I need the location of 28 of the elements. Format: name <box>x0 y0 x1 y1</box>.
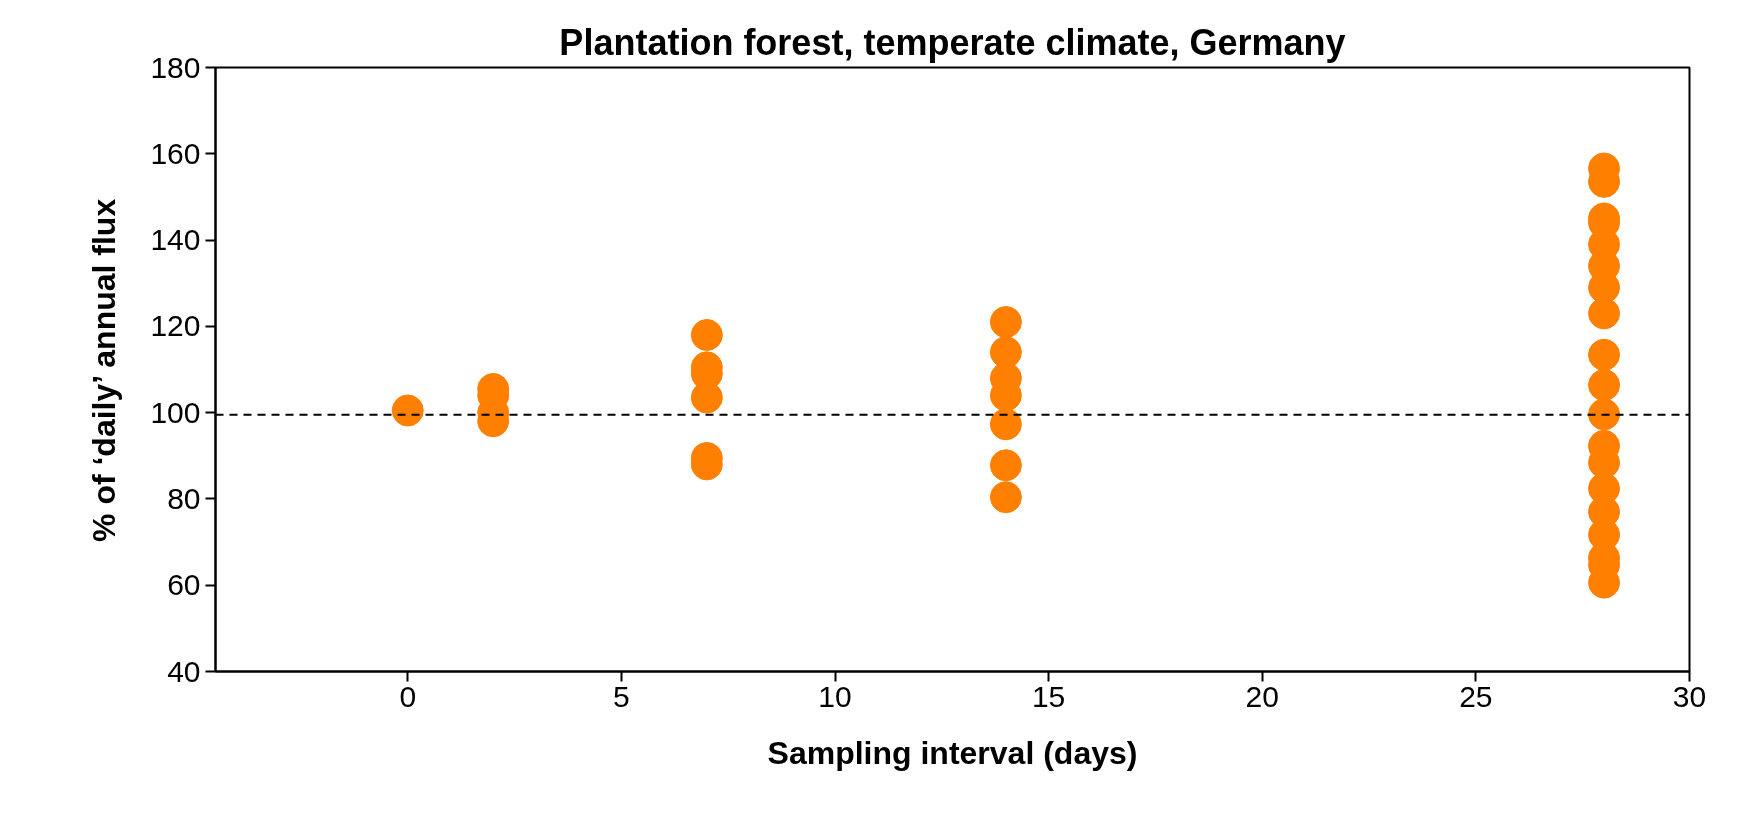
point <box>1588 297 1621 330</box>
y-tick-label: 80 <box>167 481 201 515</box>
point <box>1588 338 1621 371</box>
y-tick-label: 160 <box>150 136 201 170</box>
y-tick-label: 120 <box>150 309 201 343</box>
point <box>391 394 424 427</box>
x-axis-title: Sampling interval (days) <box>767 734 1138 771</box>
y-tick-label: 40 <box>167 654 201 688</box>
y-tick-label: 100 <box>150 395 201 429</box>
x-tick-label: 10 <box>818 679 852 713</box>
point <box>989 481 1022 514</box>
y-axis-title: % of ‘daily’ annual flux <box>86 198 123 542</box>
point <box>989 449 1022 482</box>
y-tick-label: 60 <box>167 568 201 602</box>
x-tick-label: 15 <box>1031 679 1066 713</box>
y-tick-label: 140 <box>150 223 201 257</box>
x-tick-label: 5 <box>613 679 630 713</box>
x-tick-label: 30 <box>1672 679 1707 713</box>
x-tick-label: 20 <box>1245 679 1279 713</box>
chart-title: Plantation forest, temperate climate, Germany <box>559 21 1346 63</box>
x-tick-label: 0 <box>399 679 417 713</box>
point <box>690 319 723 351</box>
point <box>1588 398 1621 431</box>
point <box>1588 369 1621 401</box>
y-tick-label: 180 <box>150 50 201 84</box>
x-tick-label: 25 <box>1459 679 1493 713</box>
point <box>989 306 1022 339</box>
point <box>989 408 1022 441</box>
